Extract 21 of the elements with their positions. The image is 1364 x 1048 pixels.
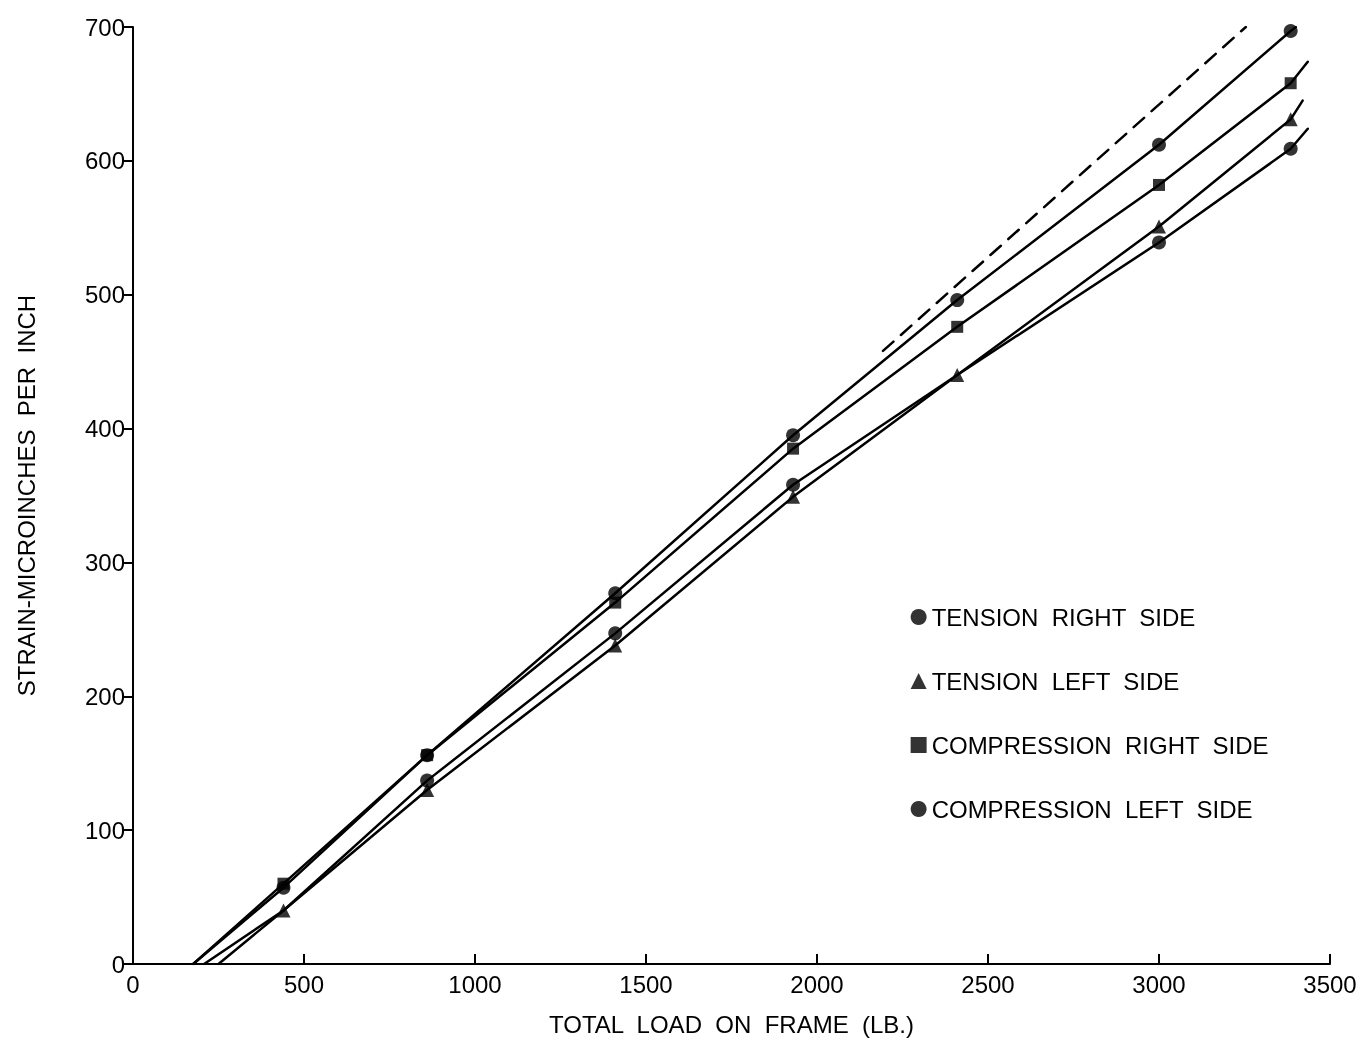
y-tick-label: 0 — [111, 950, 125, 978]
y-tick-label: 700 — [84, 13, 125, 41]
legend-label: COMPRESSION RIGHT SIDE — [931, 731, 1269, 759]
y-tick-label: 500 — [84, 281, 125, 309]
x-tick-label: 3500 — [1303, 970, 1357, 998]
x-tick-label: 3000 — [1132, 970, 1186, 998]
x-tick-label: 2000 — [790, 970, 844, 998]
legend-label: TENSION RIGHT SIDE — [931, 603, 1196, 631]
y-tick-label: 100 — [84, 816, 125, 844]
x-tick-label: 1500 — [619, 970, 673, 998]
y-tick-label: 400 — [84, 415, 125, 443]
legend-label: COMPRESSION LEFT SIDE — [931, 795, 1253, 823]
x-tick-label: 1000 — [448, 970, 502, 998]
x-axis-title: TOTAL LOAD ON FRAME (LB.) — [549, 1010, 914, 1038]
y-tick-label: 200 — [84, 682, 125, 710]
y-tick-label: 300 — [84, 548, 125, 576]
x-tick-label: 2500 — [961, 970, 1015, 998]
legend-label: TENSION LEFT SIDE — [931, 667, 1180, 695]
y-axis-title: STRAIN-MICROINCHES PER INCH — [12, 294, 40, 697]
y-tick-label: 600 — [84, 147, 125, 175]
x-tick-label: 500 — [283, 970, 325, 998]
